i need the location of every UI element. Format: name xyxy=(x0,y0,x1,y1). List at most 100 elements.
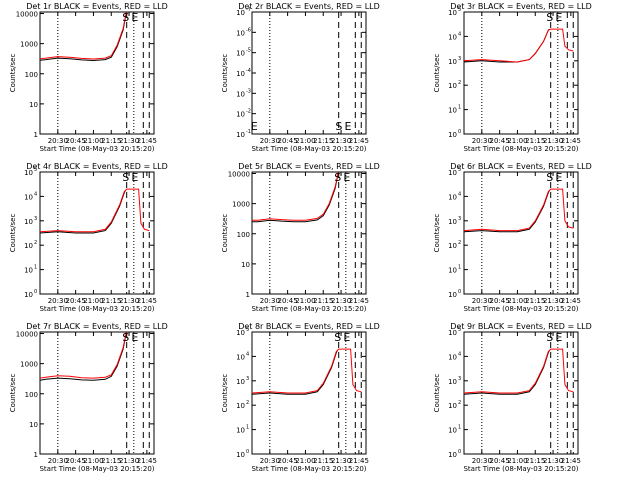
x-tick-label: 20:30 xyxy=(472,297,492,305)
x-tick-label: 21:15 xyxy=(313,137,333,145)
marker-e: E xyxy=(345,120,352,133)
marker-s: S xyxy=(546,171,553,184)
y-tick-label: 10 xyxy=(448,402,457,410)
y-tick-label: 10 xyxy=(236,427,245,435)
y-tick-label: 10 xyxy=(448,58,457,66)
y-tick-label: 10 xyxy=(24,193,33,201)
y-tick-exponent: 0 xyxy=(34,289,37,295)
y-axis-label: Counts/sec xyxy=(221,54,229,93)
y-tick-exponent: -5 xyxy=(246,48,251,54)
x-tick-label: 21:00 xyxy=(83,297,103,305)
y-tick-exponent: 1 xyxy=(246,425,249,431)
events-series-line xyxy=(40,12,127,62)
y-tick-label: 10000 xyxy=(16,11,38,19)
panel-title: Det 6r BLACK = Events, RED = LLD xyxy=(450,162,592,171)
y-tick-label: 10 xyxy=(448,131,457,139)
lld-series-line xyxy=(252,348,362,394)
plot-frame xyxy=(463,11,579,135)
marker-e: E xyxy=(131,171,138,184)
x-tick-label: 21:30 xyxy=(119,137,139,145)
x-tick-label: 21:30 xyxy=(331,297,351,305)
y-tick-exponent: 5 xyxy=(246,327,249,333)
x-tick-label: 20:45 xyxy=(490,457,510,465)
y-tick-exponent: -1 xyxy=(246,129,251,135)
panel-title: Det 2r BLACK = Events, RED = LLD xyxy=(238,2,380,11)
y-tick-exponent: -7 xyxy=(246,7,251,13)
marker-s: S xyxy=(122,11,129,24)
x-tick-label: 20:30 xyxy=(260,457,280,465)
panel-det-5: Det 5r BLACK = Events, RED = LLD 1 10 100 10… xyxy=(221,162,380,313)
x-tick-label: 21:30 xyxy=(543,297,563,305)
y-tick-label: 10 xyxy=(29,421,38,429)
y-tick-exponent: 3 xyxy=(34,216,37,222)
y-tick-exponent: 0 xyxy=(458,289,461,295)
x-tick-label: 20:45 xyxy=(66,137,86,145)
x-axis-label: Start Time (08-May-03 20:15:20) xyxy=(463,305,578,313)
y-tick-label: 10 xyxy=(448,82,457,90)
marker-s: S xyxy=(335,120,342,133)
x-tick-label: 20:45 xyxy=(490,137,510,145)
x-tick-label: 21:15 xyxy=(101,297,121,305)
x-tick-label: 21:45 xyxy=(561,457,581,465)
y-tick-label: 10 xyxy=(448,193,457,201)
y-tick-label: 10 xyxy=(448,9,457,17)
x-axis-label: Start Time (08-May-03 20:15:20) xyxy=(39,145,154,153)
x-tick-label: 21:00 xyxy=(295,297,315,305)
x-tick-label: 20:30 xyxy=(472,457,492,465)
y-axis-label: Counts/sec xyxy=(221,374,229,413)
y-axis-label: Counts/sec xyxy=(221,214,229,253)
x-tick-label: 21:00 xyxy=(83,137,103,145)
y-tick-label: 10 xyxy=(448,169,457,177)
y-tick-label: 10 xyxy=(241,261,250,269)
x-tick-label: 21:00 xyxy=(507,137,527,145)
y-tick-exponent: 5 xyxy=(34,167,37,173)
x-tick-label: 21:45 xyxy=(137,297,157,305)
y-tick-label: 1000 xyxy=(20,361,38,369)
x-tick-label: 21:00 xyxy=(507,297,527,305)
y-tick-label: 1000 xyxy=(232,201,250,209)
lld-series-line xyxy=(252,172,339,221)
panel-title: Det 9r BLACK = Events, RED = LLD xyxy=(450,322,592,331)
events-series-line xyxy=(464,190,550,233)
x-tick-label: 20:30 xyxy=(48,297,68,305)
marker-s: S xyxy=(334,171,341,184)
panel-det-2: Det 2r BLACK = Events, RED = LLD10-710-6… xyxy=(221,2,380,153)
panel-title: Det 4r BLACK = Events, RED = LLD xyxy=(26,162,168,171)
x-tick-label: 21:45 xyxy=(561,137,581,145)
y-tick-label: 10 xyxy=(236,353,245,361)
y-tick-label: 10000 xyxy=(16,331,38,339)
y-tick-label: 10 xyxy=(236,29,245,37)
x-tick-label: 20:30 xyxy=(48,137,68,145)
y-tick-exponent: 2 xyxy=(458,240,461,246)
y-tick-exponent: 1 xyxy=(34,265,37,271)
x-tick-label: 21:45 xyxy=(561,297,581,305)
marker-e: E xyxy=(555,171,562,184)
y-tick-label: 100 xyxy=(237,231,250,239)
lld-series-line xyxy=(464,28,574,63)
x-tick-label: 21:00 xyxy=(507,457,527,465)
marker-e: E xyxy=(343,171,350,184)
panel-det-1: Det 1r BLACK = Events, RED = LLD 1 10 100 10… xyxy=(9,2,168,153)
y-tick-exponent: 4 xyxy=(458,31,461,37)
y-tick-label: 10 xyxy=(448,218,457,226)
x-tick-label: 21:45 xyxy=(349,297,369,305)
plot-frame xyxy=(251,171,367,295)
y-tick-label: 10 xyxy=(24,169,33,177)
y-tick-exponent: 4 xyxy=(34,191,37,197)
x-axis-label: Start Time (08-May-03 20:15:20) xyxy=(251,465,366,473)
y-axis-label: Counts/sec xyxy=(433,54,441,93)
y-tick-exponent: 2 xyxy=(34,240,37,246)
events-series-line xyxy=(464,350,550,395)
y-tick-exponent: 3 xyxy=(458,216,461,222)
y-tick-label: 10 xyxy=(236,451,245,459)
x-tick-label: 21:30 xyxy=(331,457,351,465)
x-tick-label: 20:45 xyxy=(490,297,510,305)
y-tick-exponent: 4 xyxy=(458,191,461,197)
marker-e: E xyxy=(131,331,138,344)
y-tick-label: 10 xyxy=(24,267,33,275)
events-series-line xyxy=(252,172,339,223)
